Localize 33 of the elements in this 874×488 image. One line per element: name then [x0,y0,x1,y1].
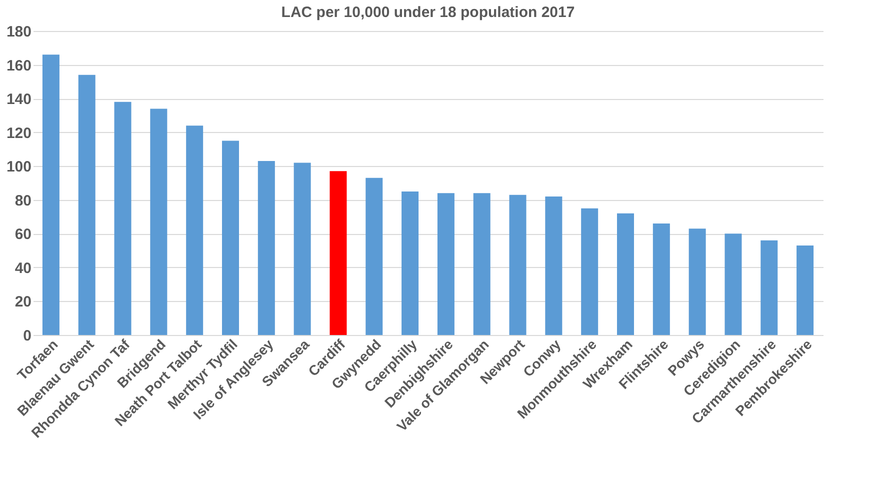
y-tick-label: 160 [6,57,32,74]
bar [473,193,490,335]
bar [760,240,778,335]
bar [617,213,634,335]
bar [222,140,239,335]
bar [724,234,742,335]
bar [42,54,60,335]
bar [294,162,311,335]
bar [437,193,454,335]
bar [150,108,168,335]
bar [652,224,670,335]
bar [330,171,347,335]
bar [186,126,204,335]
bar [366,178,383,335]
y-tick-label: 140 [6,91,32,108]
bar [258,161,275,335]
bar [78,74,96,335]
bar [402,191,419,335]
y-tick-label: 80 [14,192,32,210]
bar [688,228,706,335]
bar [581,208,598,335]
bar [509,194,526,335]
y-tick-label: 20 [14,294,32,311]
y-tick-label: 40 [14,260,32,277]
y-tick-label: 180 [6,24,32,40]
bar [545,196,562,335]
y-tick-label: 60 [14,226,32,244]
y-tick-label: 0 [23,328,32,344]
chart-title: LAC per 10,000 under 18 population 2017 [281,4,575,21]
bar [114,102,132,335]
bar [796,245,814,335]
y-tick-label: 120 [6,124,32,142]
y-tick-label: 100 [6,158,32,176]
